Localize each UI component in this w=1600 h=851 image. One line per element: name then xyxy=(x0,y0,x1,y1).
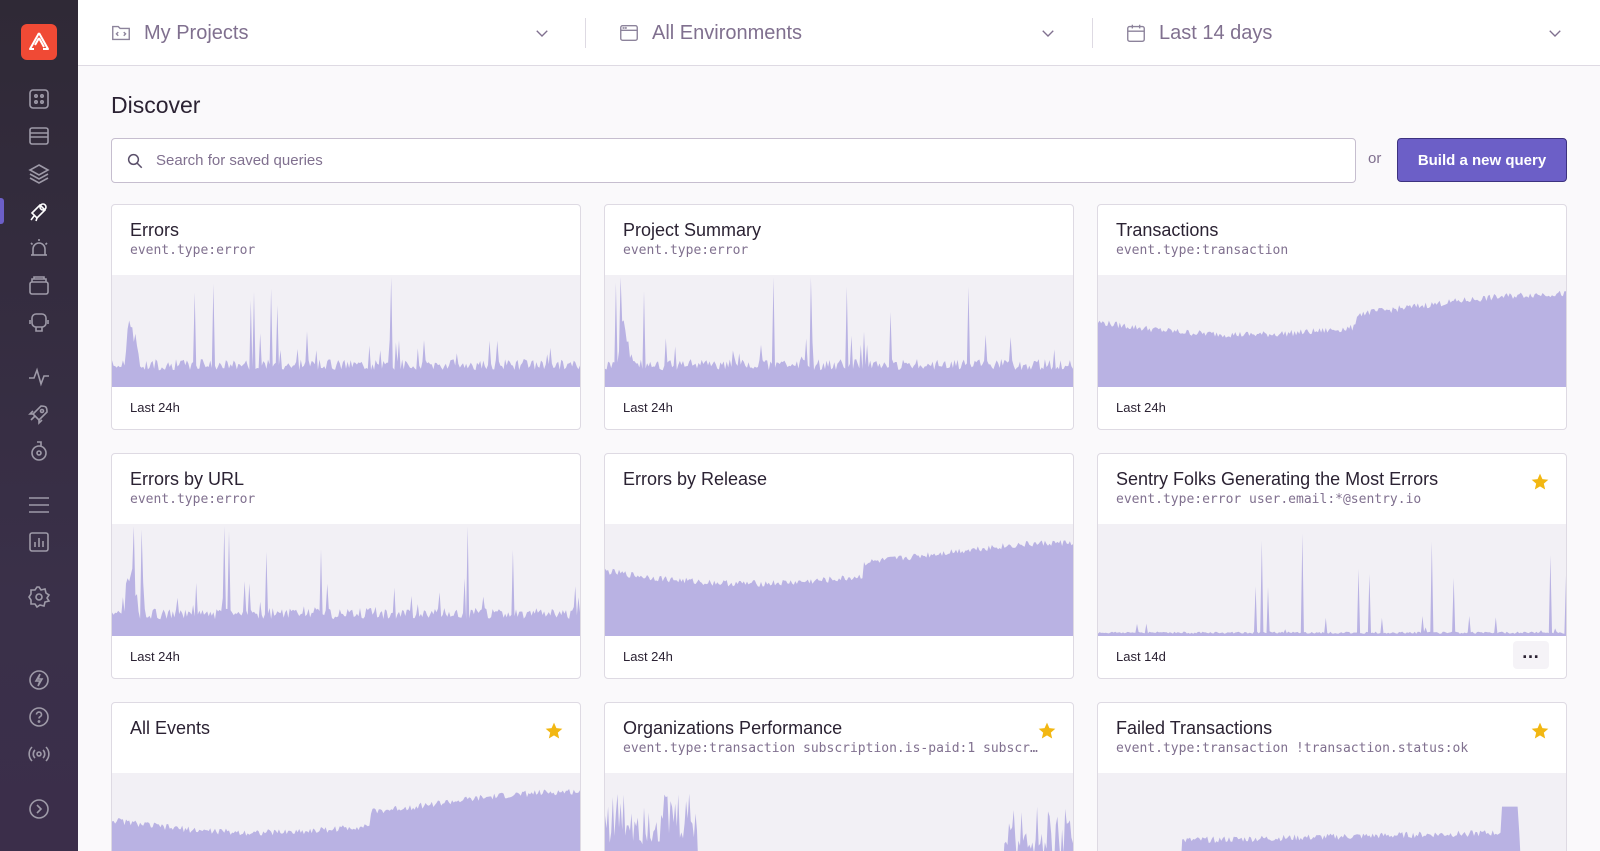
query-card-title[interactable]: Transactions xyxy=(1116,220,1219,240)
query-card[interactable]: Transactions event.type:transaction Last 2… xyxy=(1097,204,1567,430)
query-card-chart xyxy=(605,275,1073,387)
saved-query-search[interactable] xyxy=(111,138,1356,183)
query-card-chart xyxy=(112,773,580,851)
help-icon[interactable] xyxy=(25,703,53,731)
collapse-icon[interactable] xyxy=(25,795,53,823)
query-card-title[interactable]: Failed Transactions xyxy=(1116,718,1273,738)
chevron-down-icon[interactable] xyxy=(1546,24,1564,42)
star-icon[interactable] xyxy=(1530,472,1550,492)
query-card-title[interactable]: Errors by URL xyxy=(130,469,245,489)
active-indicator xyxy=(0,198,4,224)
performance-icon[interactable] xyxy=(25,363,53,391)
time-range-selector[interactable]: Last 14 days xyxy=(1125,0,1272,66)
query-card[interactable]: Project Summary event.type:error Last 24h xyxy=(604,204,1074,430)
query-card-query: event.type:transaction subscription.is-p… xyxy=(623,741,1043,756)
calendar-icon xyxy=(1125,22,1147,44)
query-card-query: event.type:error xyxy=(623,243,749,258)
user-feedback-icon[interactable] xyxy=(25,308,53,336)
query-card-query: event.type:transaction xyxy=(1116,243,1289,258)
query-card[interactable]: All Events xyxy=(111,702,581,851)
project-folder-icon xyxy=(110,22,132,44)
query-card-chart xyxy=(112,524,580,636)
query-card-query: event.type:error user.email:*@sentry.io xyxy=(1116,492,1422,507)
build-new-query-button[interactable]: Build a new query xyxy=(1397,138,1567,182)
broadcast-icon[interactable] xyxy=(25,740,53,768)
alerts-icon[interactable] xyxy=(25,234,53,262)
lab-icon[interactable] xyxy=(25,437,53,465)
query-card[interactable]: Errors event.type:error Last 24h xyxy=(111,204,581,430)
project-selector-label: My Projects xyxy=(144,21,249,44)
query-card-title[interactable]: Errors xyxy=(130,220,179,240)
search-icon xyxy=(127,153,143,168)
sidebar xyxy=(0,0,78,851)
query-card-title[interactable]: Errors by Release xyxy=(623,469,768,489)
whats-new-icon[interactable] xyxy=(25,666,53,694)
star-icon[interactable] xyxy=(1530,721,1550,741)
query-card-chart xyxy=(1098,773,1566,851)
query-card-chart xyxy=(605,773,1073,851)
project-selector[interactable]: My Projects xyxy=(110,0,248,66)
query-card-timeframe: Last 14d xyxy=(1116,649,1166,664)
query-card-title[interactable]: Organizations Performance xyxy=(623,718,843,738)
settings-icon[interactable] xyxy=(25,583,53,611)
window-icon xyxy=(618,22,640,44)
sentry-logo[interactable] xyxy=(21,24,57,60)
chevron-down-icon[interactable] xyxy=(533,24,551,42)
query-card-query: event.type:transaction !transaction.stat… xyxy=(1116,741,1469,756)
header-divider xyxy=(585,18,586,48)
query-card-title[interactable]: Sentry Folks Generating the Most Errors xyxy=(1116,469,1439,489)
environment-selector[interactable]: All Environments xyxy=(618,0,802,66)
query-card-chart xyxy=(1098,524,1566,636)
query-card-title[interactable]: All Events xyxy=(130,718,211,738)
chevron-down-icon[interactable] xyxy=(1039,24,1057,42)
query-card-chart xyxy=(605,524,1073,636)
query-card[interactable]: Failed Transactions event.type:transactio… xyxy=(1097,702,1567,851)
query-card[interactable]: Sentry Folks Generating the Most Errors e… xyxy=(1097,453,1567,679)
query-card-timeframe: Last 24h xyxy=(623,649,673,664)
query-card-query: event.type:error xyxy=(130,243,256,258)
or-label: or xyxy=(1368,150,1382,167)
query-card-timeframe: Last 24h xyxy=(130,649,180,664)
environment-selector-label: All Environments xyxy=(652,21,803,44)
global-header: My Projects All Environments Last 14 day… xyxy=(78,0,1600,66)
query-card-chart xyxy=(112,275,580,387)
query-card[interactable]: Errors by Release Last 24h xyxy=(604,453,1074,679)
header-divider xyxy=(1092,18,1093,48)
search-input[interactable] xyxy=(156,152,1355,169)
query-card[interactable]: Errors by URL event.type:error Last 24h xyxy=(111,453,581,679)
releases-icon[interactable] xyxy=(25,271,53,299)
star-icon[interactable] xyxy=(1037,721,1057,741)
query-card-timeframe: Last 24h xyxy=(623,400,673,415)
deploy-icon[interactable] xyxy=(25,400,53,428)
projects-icon[interactable] xyxy=(25,122,53,150)
star-icon[interactable] xyxy=(544,721,564,741)
query-card-timeframe: Last 24h xyxy=(130,400,180,415)
menu-icon[interactable] xyxy=(25,491,53,519)
query-card-chart xyxy=(1098,275,1566,387)
query-card[interactable]: Organizations Performance event.type:tran… xyxy=(604,702,1074,851)
ellipsis-icon: … xyxy=(1521,642,1541,662)
stats-icon[interactable] xyxy=(25,528,53,556)
query-card-query: event.type:error xyxy=(130,492,256,507)
more-options-button[interactable]: … xyxy=(1513,641,1549,669)
stack-icon[interactable] xyxy=(25,160,53,188)
issues-icon[interactable] xyxy=(25,85,53,113)
page-title: Discover xyxy=(111,92,201,118)
query-card-timeframe: Last 24h xyxy=(1116,400,1166,415)
query-card-title[interactable]: Project Summary xyxy=(623,220,762,240)
discover-icon[interactable] xyxy=(25,197,53,225)
time-range-label: Last 14 days xyxy=(1159,21,1273,44)
